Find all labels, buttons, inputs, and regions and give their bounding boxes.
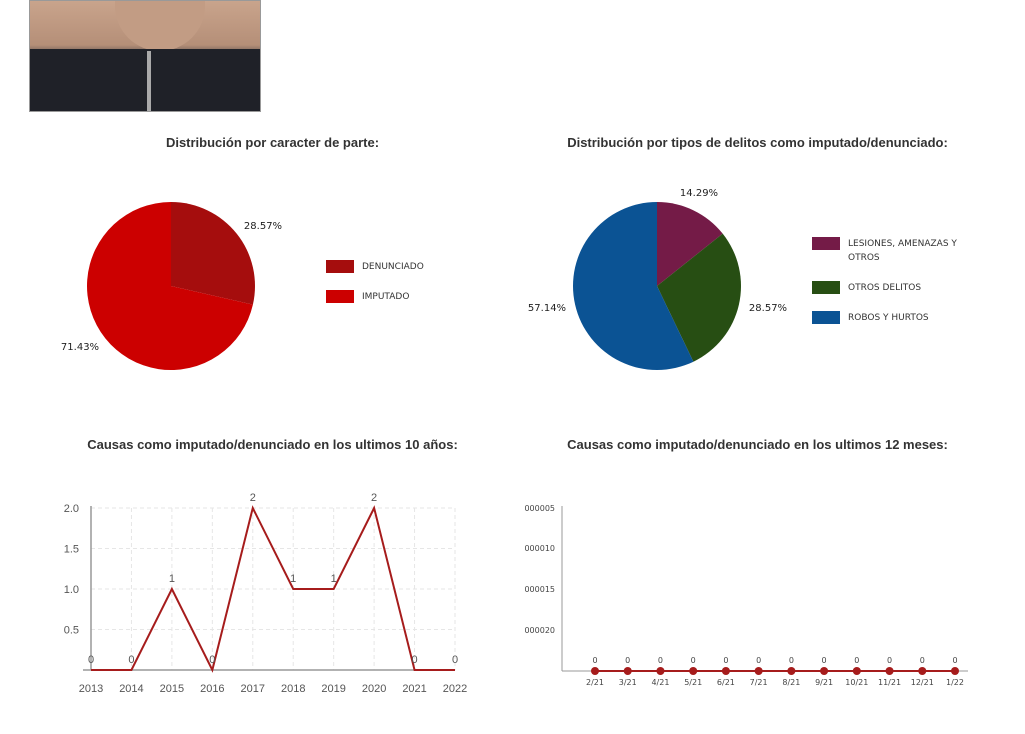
y-tick-label: 1.5 [64, 544, 79, 556]
data-point [787, 667, 796, 675]
pie-slice-1 [171, 202, 255, 305]
x-tick-label: 12/21 [911, 678, 934, 687]
x-tick-label: 2021 [402, 683, 426, 695]
point-label: 0 [625, 656, 630, 665]
legend-label: OTROS DELITOS [848, 283, 921, 293]
data-point [623, 667, 632, 675]
pie-slice-1 [657, 202, 723, 286]
point-label: 0 [756, 656, 761, 665]
point-label: 0 [789, 656, 794, 665]
x-tick-label: 11/21 [878, 678, 901, 687]
x-tick-label: 2019 [321, 683, 345, 695]
point-label: 0 [952, 656, 957, 665]
data-point [885, 667, 894, 675]
legend-label: IMPUTADO [362, 292, 409, 302]
pie-slice-3 [572, 202, 694, 370]
x-tick-label: 2/21 [586, 678, 604, 687]
x-tick-label: 2017 [241, 683, 265, 695]
photo-zipper [147, 51, 151, 111]
y-tick-label: 000020 [524, 626, 555, 635]
point-label: 0 [658, 656, 663, 665]
x-tick-label: 2018 [281, 683, 305, 695]
x-tick-label: 4/21 [651, 678, 669, 687]
pie-slice-2 [87, 202, 253, 371]
legend-label: DENUNCIADO [362, 262, 424, 272]
legend-swatch [812, 281, 840, 294]
legend-label: ROBOS Y HURTOS [848, 313, 929, 323]
x-tick-label: 2015 [160, 683, 184, 695]
point-label: 0 [128, 654, 134, 666]
data-point [852, 667, 861, 675]
legend-swatch [326, 290, 354, 303]
x-tick-label: 6/21 [717, 678, 735, 687]
point-label: 2 [250, 492, 256, 504]
pie-value-label: 14.29% [680, 188, 718, 199]
x-tick-label: 2014 [119, 683, 143, 695]
x-tick-label: 7/21 [750, 678, 768, 687]
y-tick-label: 2.0 [64, 503, 79, 515]
data-point [951, 667, 959, 675]
legend-swatch [812, 237, 840, 250]
point-label: 0 [920, 656, 925, 665]
y-tick-label: 000015 [524, 585, 555, 594]
point-label: 0 [88, 654, 94, 666]
pie1-title: Distribución por caracter de parte: [165, 135, 380, 150]
x-tick-label: 1/22 [946, 678, 964, 687]
x-tick-label: 2016 [200, 683, 224, 695]
point-label: 0 [854, 656, 859, 665]
point-label: 2 [371, 492, 377, 504]
data-point [918, 667, 927, 675]
x-tick-label: 2022 [443, 683, 467, 695]
y-tick-label: 000005 [524, 504, 555, 513]
legend-swatch [812, 311, 840, 324]
pie-value-label: 28.57% [749, 303, 787, 314]
x-tick-label: 2020 [362, 683, 386, 695]
legend-label: OTROS [848, 253, 880, 263]
x-tick-label: 8/21 [782, 678, 800, 687]
pie-slice-2 [657, 233, 741, 362]
x-tick-label: 5/21 [684, 678, 702, 687]
pie-value-label: 57.14% [528, 303, 566, 314]
data-point [689, 667, 698, 675]
point-label: 0 [723, 656, 728, 665]
data-point [656, 667, 665, 675]
y-tick-label: 0.5 [64, 625, 79, 637]
point-label: 1 [290, 573, 296, 585]
data-point [591, 667, 599, 675]
point-label: 0 [887, 656, 892, 665]
point-label: 0 [209, 654, 215, 666]
x-tick-label: 2013 [79, 683, 103, 695]
point-label: 0 [691, 656, 696, 665]
data-point [754, 667, 763, 675]
data-point [820, 667, 829, 675]
x-tick-label: 9/21 [815, 678, 833, 687]
point-label: 0 [411, 654, 417, 666]
legend-label: LESIONES, AMENAZAS Y [848, 239, 957, 249]
photo-jacket [30, 49, 260, 111]
data-point [721, 667, 730, 675]
point-label: 1 [331, 573, 337, 585]
point-label: 0 [592, 656, 597, 665]
y-tick-label: 1.0 [64, 584, 79, 596]
point-label: 0 [452, 654, 458, 666]
x-tick-label: 10/21 [845, 678, 868, 687]
point-label: 0 [822, 656, 827, 665]
point-label: 1 [169, 573, 175, 585]
line1-title: Causas como imputado/denunciado en los u… [87, 437, 458, 452]
x-tick-label: 3/21 [619, 678, 637, 687]
pie-value-label: 71.43% [61, 342, 99, 353]
legend-swatch [326, 260, 354, 273]
person-photo [29, 0, 261, 112]
series-line [91, 505, 455, 673]
line2-title: Causas como imputado/denunciado en los u… [567, 437, 948, 452]
y-tick-label: 000010 [524, 544, 555, 553]
pie2-title: Distribución por tipos de delitos como i… [567, 135, 948, 150]
pie-value-label: 28.57% [244, 221, 282, 232]
